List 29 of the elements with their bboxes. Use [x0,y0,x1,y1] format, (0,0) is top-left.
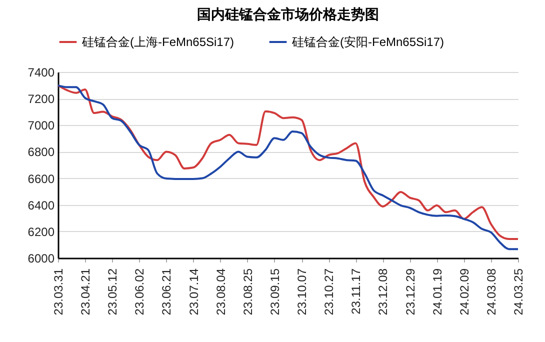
legend-label: 硅锰合金(安阳-FeMn65Si17) [291,35,444,49]
y-tick-label: 7200 [28,92,55,106]
x-tick-label: 24.03.08 [484,268,498,316]
y-tick-label: 6800 [28,145,55,160]
y-tick-label: 6000 [28,252,55,266]
x-tick-label: 23.10.27 [322,268,336,316]
x-tick-label: 23.08.04 [214,268,228,316]
x-tick-label: 23.10.07 [295,268,310,316]
y-tick-label: 6400 [28,198,55,212]
x-tick-label: 23.08.25 [240,268,255,316]
x-tick-label: 23.11.17 [349,268,364,314]
x-tick-label: 23.04.21 [78,268,93,316]
x-tick-label: 23.03.31 [52,268,66,316]
x-tick-label: 23.12.08 [376,268,390,316]
chart-title: 国内硅锰合金市场价格走势图 [197,6,379,23]
x-tick-label: 24.02.09 [457,268,472,316]
x-tick-label: 23.06.21 [160,268,174,316]
x-tick-label: 24.01.19 [430,268,444,316]
x-tick-label: 23.06.02 [132,268,147,316]
legend-label: 硅锰合金(上海-FeMn65Si17) [81,35,234,49]
x-tick-label: 23.05.12 [106,268,120,316]
y-tick-label: 6200 [28,224,55,239]
x-tick-label: 24.03.25 [512,268,526,316]
y-tick-label: 6600 [28,172,55,186]
x-tick-label: 23.12.29 [403,268,418,316]
x-tick-label: 23.09.15 [268,268,282,316]
y-tick-label: 7000 [28,118,55,133]
y-tick-label: 7400 [28,66,55,80]
x-tick-label: 23.07.14 [186,268,201,316]
